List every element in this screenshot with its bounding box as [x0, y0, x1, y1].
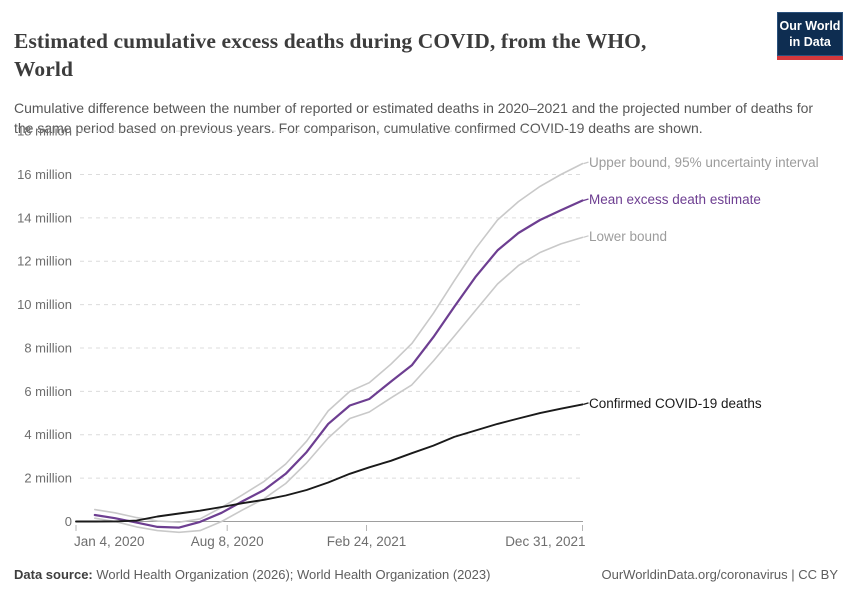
owid-logo-line2: in Data — [789, 35, 831, 50]
y-axis-label: 0 — [65, 514, 72, 529]
y-axis-label: 8 million — [24, 340, 72, 355]
y-axis-label: 18 million — [17, 124, 72, 139]
y-axis-label: 2 million — [24, 471, 72, 486]
y-axis-label: 12 million — [17, 254, 72, 269]
series-label: Mean excess death estimate — [589, 192, 761, 207]
series-line — [94, 162, 584, 524]
series-label-connector — [583, 161, 589, 165]
page-title: Estimated cumulative excess deaths durin… — [14, 29, 647, 81]
series-line — [93, 199, 584, 529]
excess-deaths-line-chart: 0 2 million 4 million 6 million 8 million 10 … — [17, 124, 819, 549]
y-axis-label: 16 million — [17, 167, 72, 182]
series-label: Upper bound, 95% uncertainty interval — [589, 155, 819, 170]
y-axis-label: 4 million — [24, 427, 72, 442]
series-line — [94, 236, 584, 534]
series-label: Confirmed COVID-19 deaths — [589, 396, 762, 411]
x-axis-label: Aug 8, 2020 — [191, 534, 264, 549]
chart-footer: Data source: World Health Organization (… — [14, 567, 838, 582]
y-axis-label: 6 million — [24, 384, 72, 399]
chart-subtitle: Cumulative difference between the number… — [14, 100, 814, 137]
x-axis-label: Jan 4, 2020 — [74, 534, 145, 549]
series-line — [75, 403, 584, 523]
series-label-connector — [583, 198, 589, 202]
y-axis-label: 10 million — [17, 297, 72, 312]
series-label: Lower bound — [589, 229, 667, 244]
attribution: OurWorldinData.org/coronavirus | CC BY — [601, 567, 838, 582]
y-axis-label: 14 million — [17, 210, 72, 225]
data-source-text: World Health Organization (2026); World … — [92, 567, 491, 582]
x-axis-label: Feb 24, 2021 — [327, 534, 407, 549]
x-axis-label: Dec 31, 2021 — [505, 534, 585, 549]
owid-logo-box: Our World in Data — [777, 12, 843, 56]
series-label-connector — [583, 402, 589, 405]
owid-logo: Our World in Data — [777, 12, 843, 60]
data-source: Data source: World Health Organization (… — [14, 567, 490, 582]
data-source-label: Data source: — [14, 567, 93, 582]
series-label-connector — [583, 235, 589, 238]
owid-logo-redbar — [777, 55, 843, 60]
owid-logo-line1: Our World — [779, 19, 841, 33]
